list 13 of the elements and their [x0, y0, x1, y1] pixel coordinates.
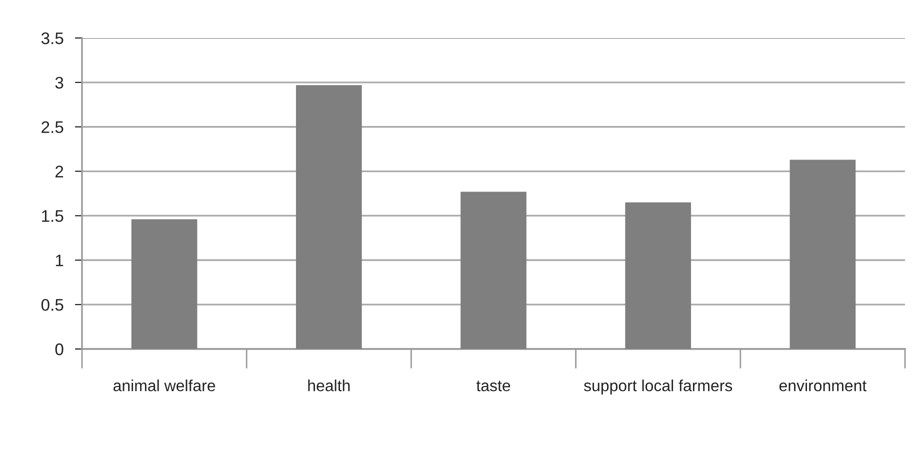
x-tick-label: health [308, 380, 350, 392]
x-tick-label: environment [779, 380, 867, 392]
y-tick-label: 3.5 [41, 32, 64, 44]
y-tick-label: 3 [55, 76, 64, 89]
y-tick-label: 0 [55, 343, 64, 356]
y-tick-label: 2 [56, 166, 64, 178]
y-tick-label: 1 [56, 254, 64, 266]
x-tick-label: animal welfare [113, 380, 216, 392]
x-tick-label: taste [476, 380, 510, 392]
x-tick-label: support local farmers [584, 380, 732, 394]
y-tick-label: 0.5 [41, 298, 64, 311]
y-tick-label: 2.5 [42, 121, 64, 134]
y-tick-label: 1.5 [42, 210, 64, 222]
